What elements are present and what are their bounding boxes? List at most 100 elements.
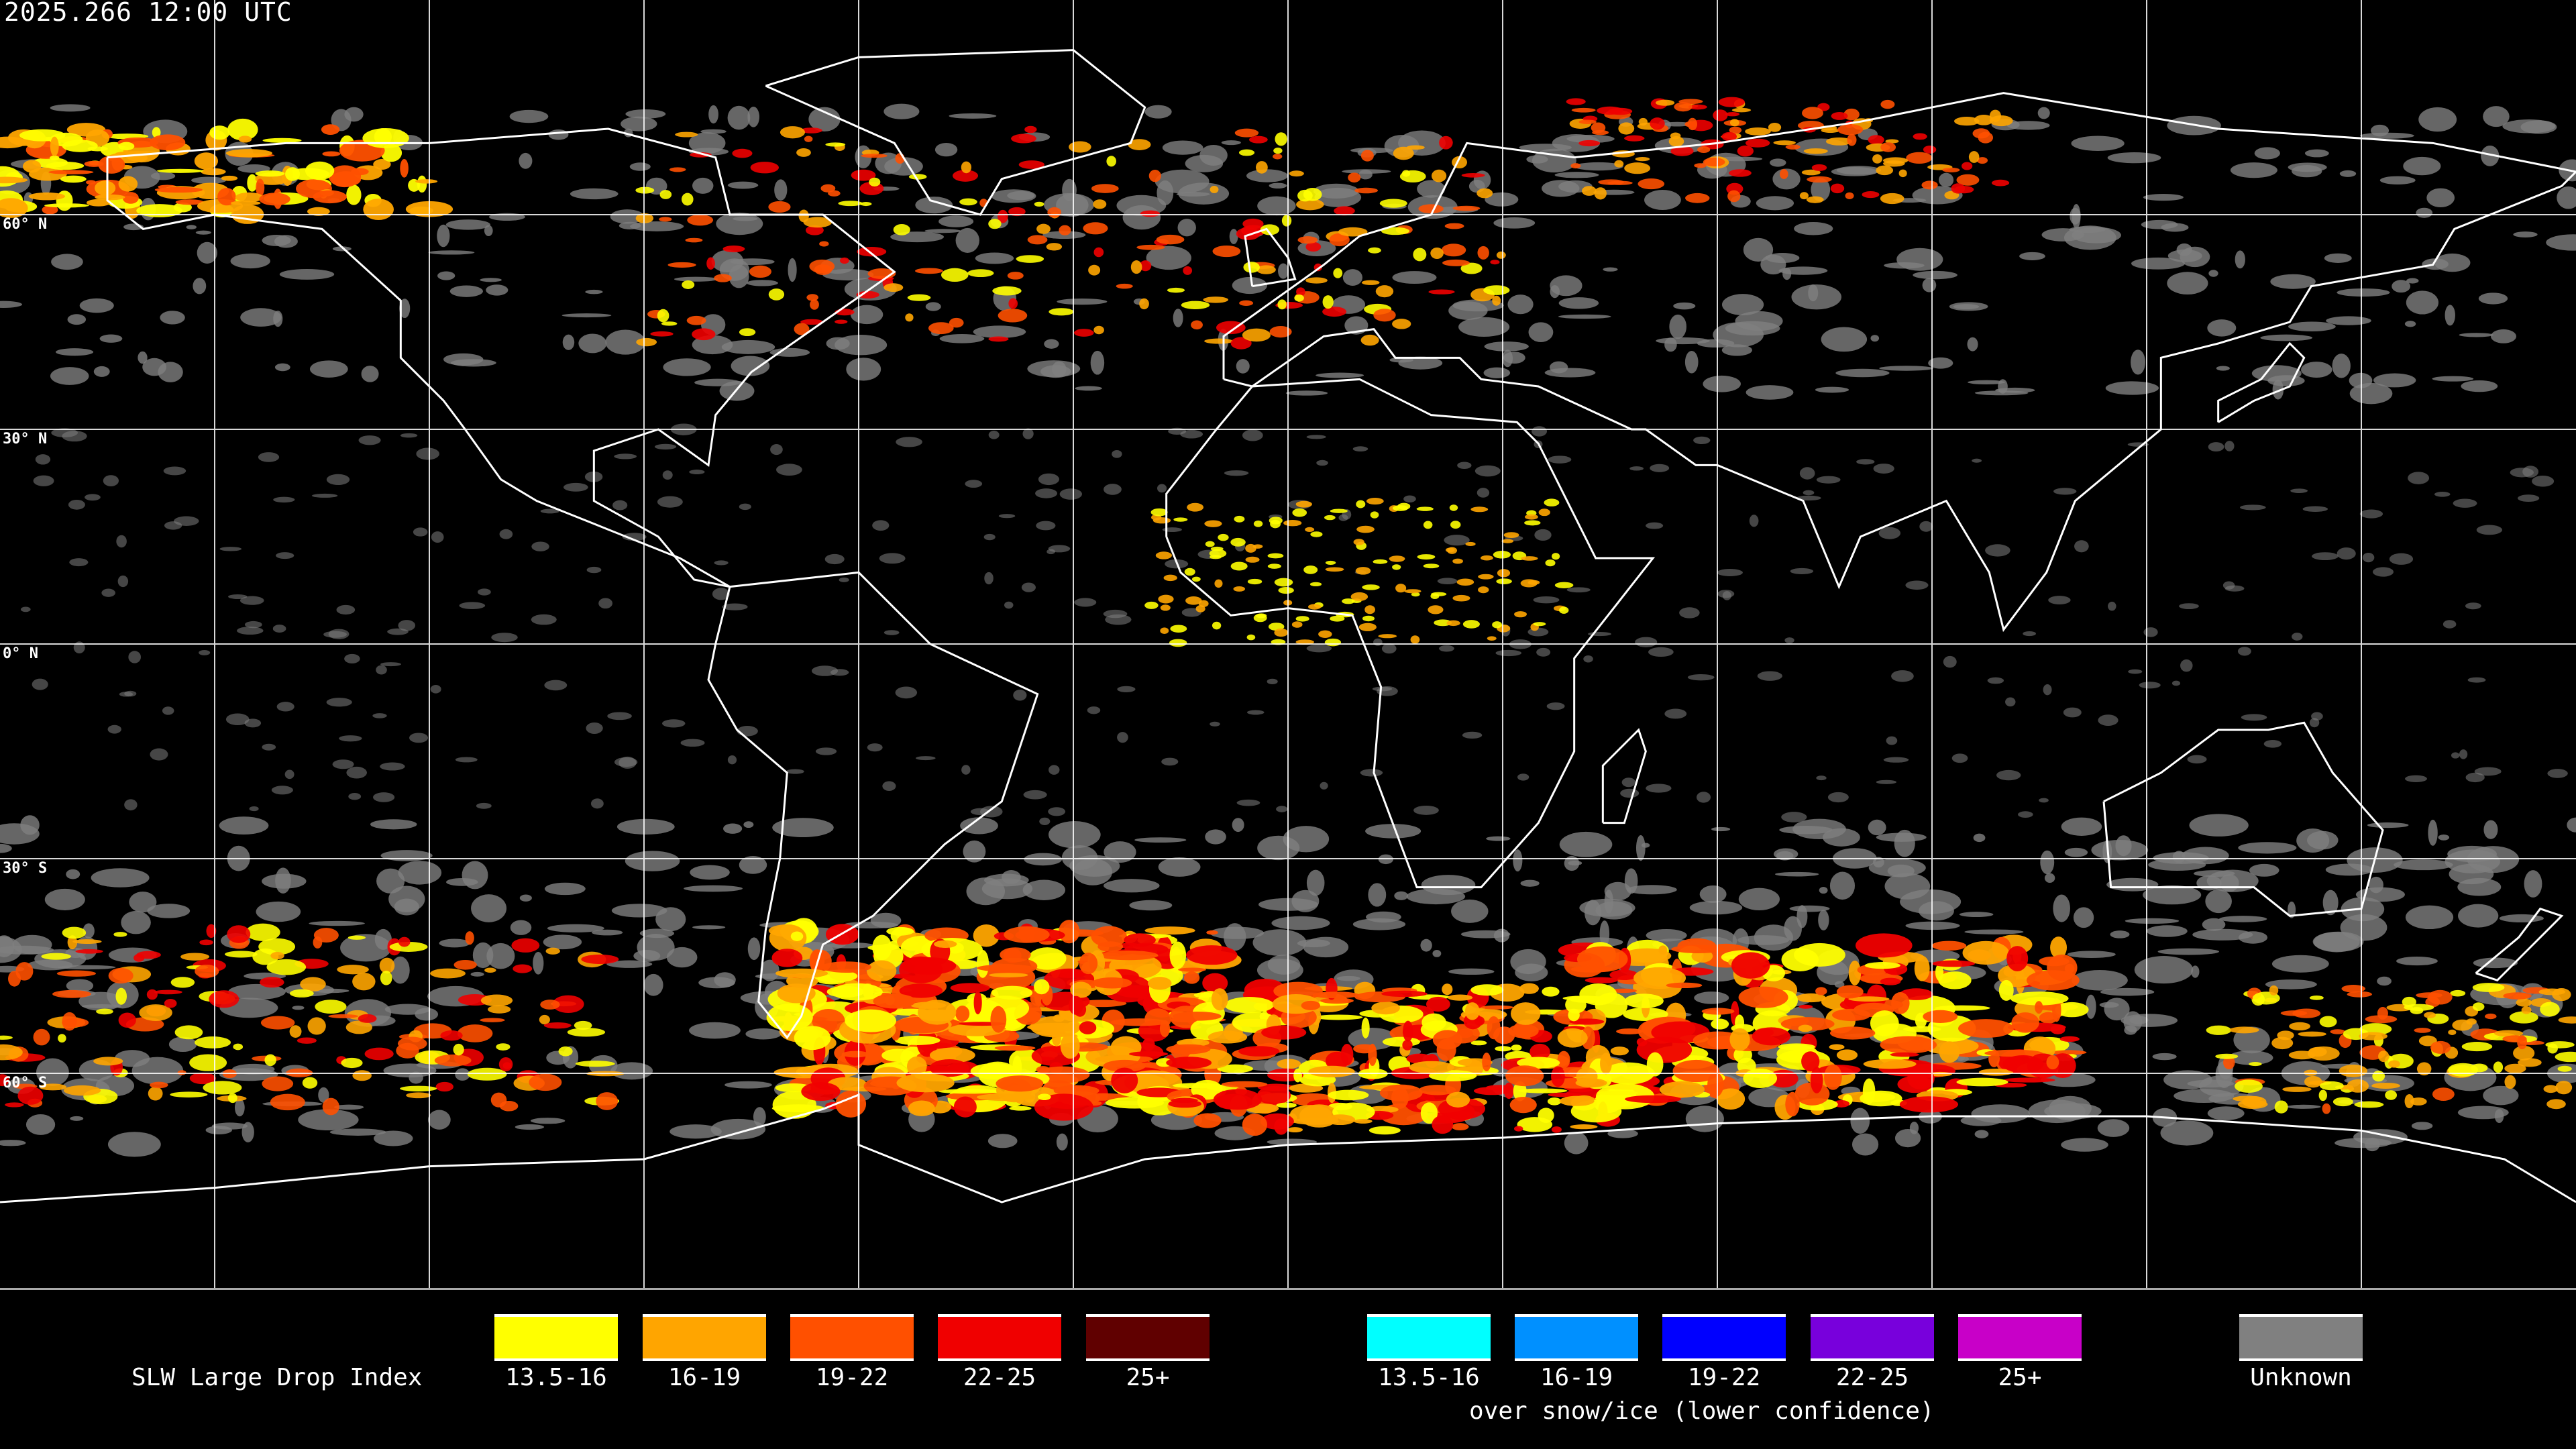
cloud-pixel-cluster [2502, 1035, 2527, 1042]
cloud-pixel-cluster [300, 977, 326, 991]
cloud-pixel-cluster [872, 934, 892, 961]
cloud-pixel-cluster [1496, 251, 1506, 259]
cloud-pixel-cluster [510, 920, 532, 935]
cloud-pixel-cluster [476, 802, 492, 809]
cloud-pixel-cluster [955, 1006, 970, 1022]
cloud-pixel-cluster [224, 951, 258, 958]
cloud-pixel-cluster [1942, 167, 1960, 172]
cloud-pixel-cluster [2378, 1051, 2390, 1063]
cloud-pixel-cluster [2403, 156, 2441, 176]
cloud-pixel-cluster [1796, 993, 1826, 1003]
cloud-pixel-cluster [400, 433, 418, 438]
cloud-pixel-cluster [2416, 992, 2443, 998]
cloud-pixel-cluster [949, 317, 964, 328]
cloud-pixel-cluster [882, 781, 896, 792]
cloud-pixel-cluster [846, 358, 881, 381]
cloud-pixel-cluster [409, 733, 429, 743]
cloud-pixel-cluster [961, 161, 972, 174]
cloud-pixel-cluster [996, 1075, 1044, 1092]
cloud-pixel-cluster [73, 641, 85, 654]
cloud-pixel-cluster [1162, 527, 1182, 532]
cloud-pixel-cluster [1011, 133, 1036, 144]
cloud-pixel-cluster [333, 1104, 364, 1110]
cloud-pixel-cluster [1462, 620, 1480, 629]
cloud-pixel-cluster [2567, 817, 2576, 833]
cloud-pixel-cluster [2265, 979, 2317, 989]
cloud-pixel-cluster [50, 104, 91, 112]
cloud-pixel-cluster [684, 885, 743, 892]
cloud-pixel-cluster [1036, 223, 1051, 234]
cloud-pixel-cluster [50, 155, 60, 161]
cloud-pixel-cluster [731, 356, 770, 376]
cloud-pixel-cluster [540, 1000, 560, 1010]
cloud-pixel-cluster [908, 1100, 935, 1116]
cloud-pixel-cluster [1570, 163, 1581, 169]
cloud-pixel-cluster [108, 967, 133, 984]
cloud-pixel-cluster [2532, 476, 2555, 487]
cloud-pixel-cluster [1685, 193, 1710, 203]
cloud-pixel-cluster [739, 328, 756, 337]
cloud-pixel-cluster [270, 952, 284, 960]
cloud-pixel-cluster [851, 169, 876, 181]
cloud-pixel-cluster [271, 786, 293, 795]
cloud-pixel-cluster [1423, 521, 1433, 529]
cloud-pixel-cluster [531, 614, 557, 625]
cloud-pixel-cluster [1257, 196, 1296, 216]
cloud-pixel-cluster [1292, 508, 1307, 517]
cloud-pixel-cluster [2504, 1075, 2516, 1089]
cloud-pixel-cluster [2483, 1085, 2519, 1106]
cloud-pixel-cluster [1576, 946, 1628, 972]
cloud-pixel-cluster [1650, 464, 1670, 472]
cloud-pixel-cluster [1743, 237, 1774, 262]
cloud-pixel-cluster [1898, 169, 1907, 178]
cloud-pixel-cluster [730, 258, 775, 266]
cloud-pixel-cluster [2292, 633, 2303, 641]
cloud-pixel-cluster [1470, 984, 1504, 996]
cloud-pixel-cluster [1532, 148, 1576, 173]
cloud-pixel-cluster [1395, 584, 1407, 593]
cloud-pixel-cluster [824, 553, 845, 565]
cloud-pixel-cluster [1958, 1019, 2014, 1038]
cloud-pixel-cluster [1745, 138, 1770, 148]
cloud-pixel-cluster [1599, 920, 1610, 947]
cloud-pixel-cluster [430, 968, 466, 979]
cloud-pixel-cluster [376, 868, 405, 894]
cloud-pixel-cluster [976, 950, 989, 978]
cloud-pixel-cluster [1996, 769, 2021, 781]
cloud-pixel-cluster [2222, 581, 2235, 590]
cloud-pixel-cluster [2513, 1045, 2535, 1061]
cloud-pixel-cluster [2160, 1120, 2214, 1146]
cloud-pixel-cluster [1847, 133, 1857, 146]
cloud-pixel-cluster [1091, 977, 1132, 989]
cloud-pixel-cluster [1059, 488, 1083, 500]
cloud-pixel-cluster [774, 179, 788, 201]
cloud-pixel-cluster [1974, 115, 1994, 125]
cloud-pixel-cluster [1169, 941, 1187, 969]
coastline-new-zealand [2475, 907, 2564, 982]
cloud-pixel-cluster [625, 109, 666, 119]
cloud-pixel-cluster [272, 625, 286, 633]
cloud-pixel-cluster [2035, 1001, 2043, 1014]
cloud-pixel-cluster [737, 726, 758, 737]
cloud-pixel-cluster [1195, 605, 1205, 612]
cloud-pixel-cluster [1255, 613, 1267, 619]
cloud-pixel-cluster [1162, 140, 1203, 155]
cloud-pixel-cluster [186, 225, 197, 229]
cloud-pixel-cluster [1721, 131, 1737, 142]
cloud-pixel-cluster [2260, 334, 2313, 341]
cloud-pixel-cluster [465, 931, 474, 945]
cloud-pixel-cluster [1578, 119, 1597, 124]
cloud-pixel-cluster [1694, 163, 1707, 168]
cloud-pixel-cluster [992, 286, 1022, 296]
cloud-pixel-cluster [1735, 1014, 1745, 1031]
cloud-pixel-cluster [490, 1092, 507, 1108]
cloud-pixel-cluster [1444, 223, 1464, 229]
cloud-pixel-cluster [1576, 1067, 1598, 1086]
cloud-pixel-cluster [2128, 669, 2143, 674]
cloud-pixel-cluster [1232, 276, 1267, 294]
cloud-pixel-cluster [1314, 1014, 1363, 1020]
cloud-pixel-cluster [1609, 988, 1637, 994]
cloud-pixel-cluster [1166, 1044, 1211, 1055]
cloud-pixel-cluster [358, 1014, 377, 1023]
cloud-pixel-cluster [1342, 169, 1391, 174]
